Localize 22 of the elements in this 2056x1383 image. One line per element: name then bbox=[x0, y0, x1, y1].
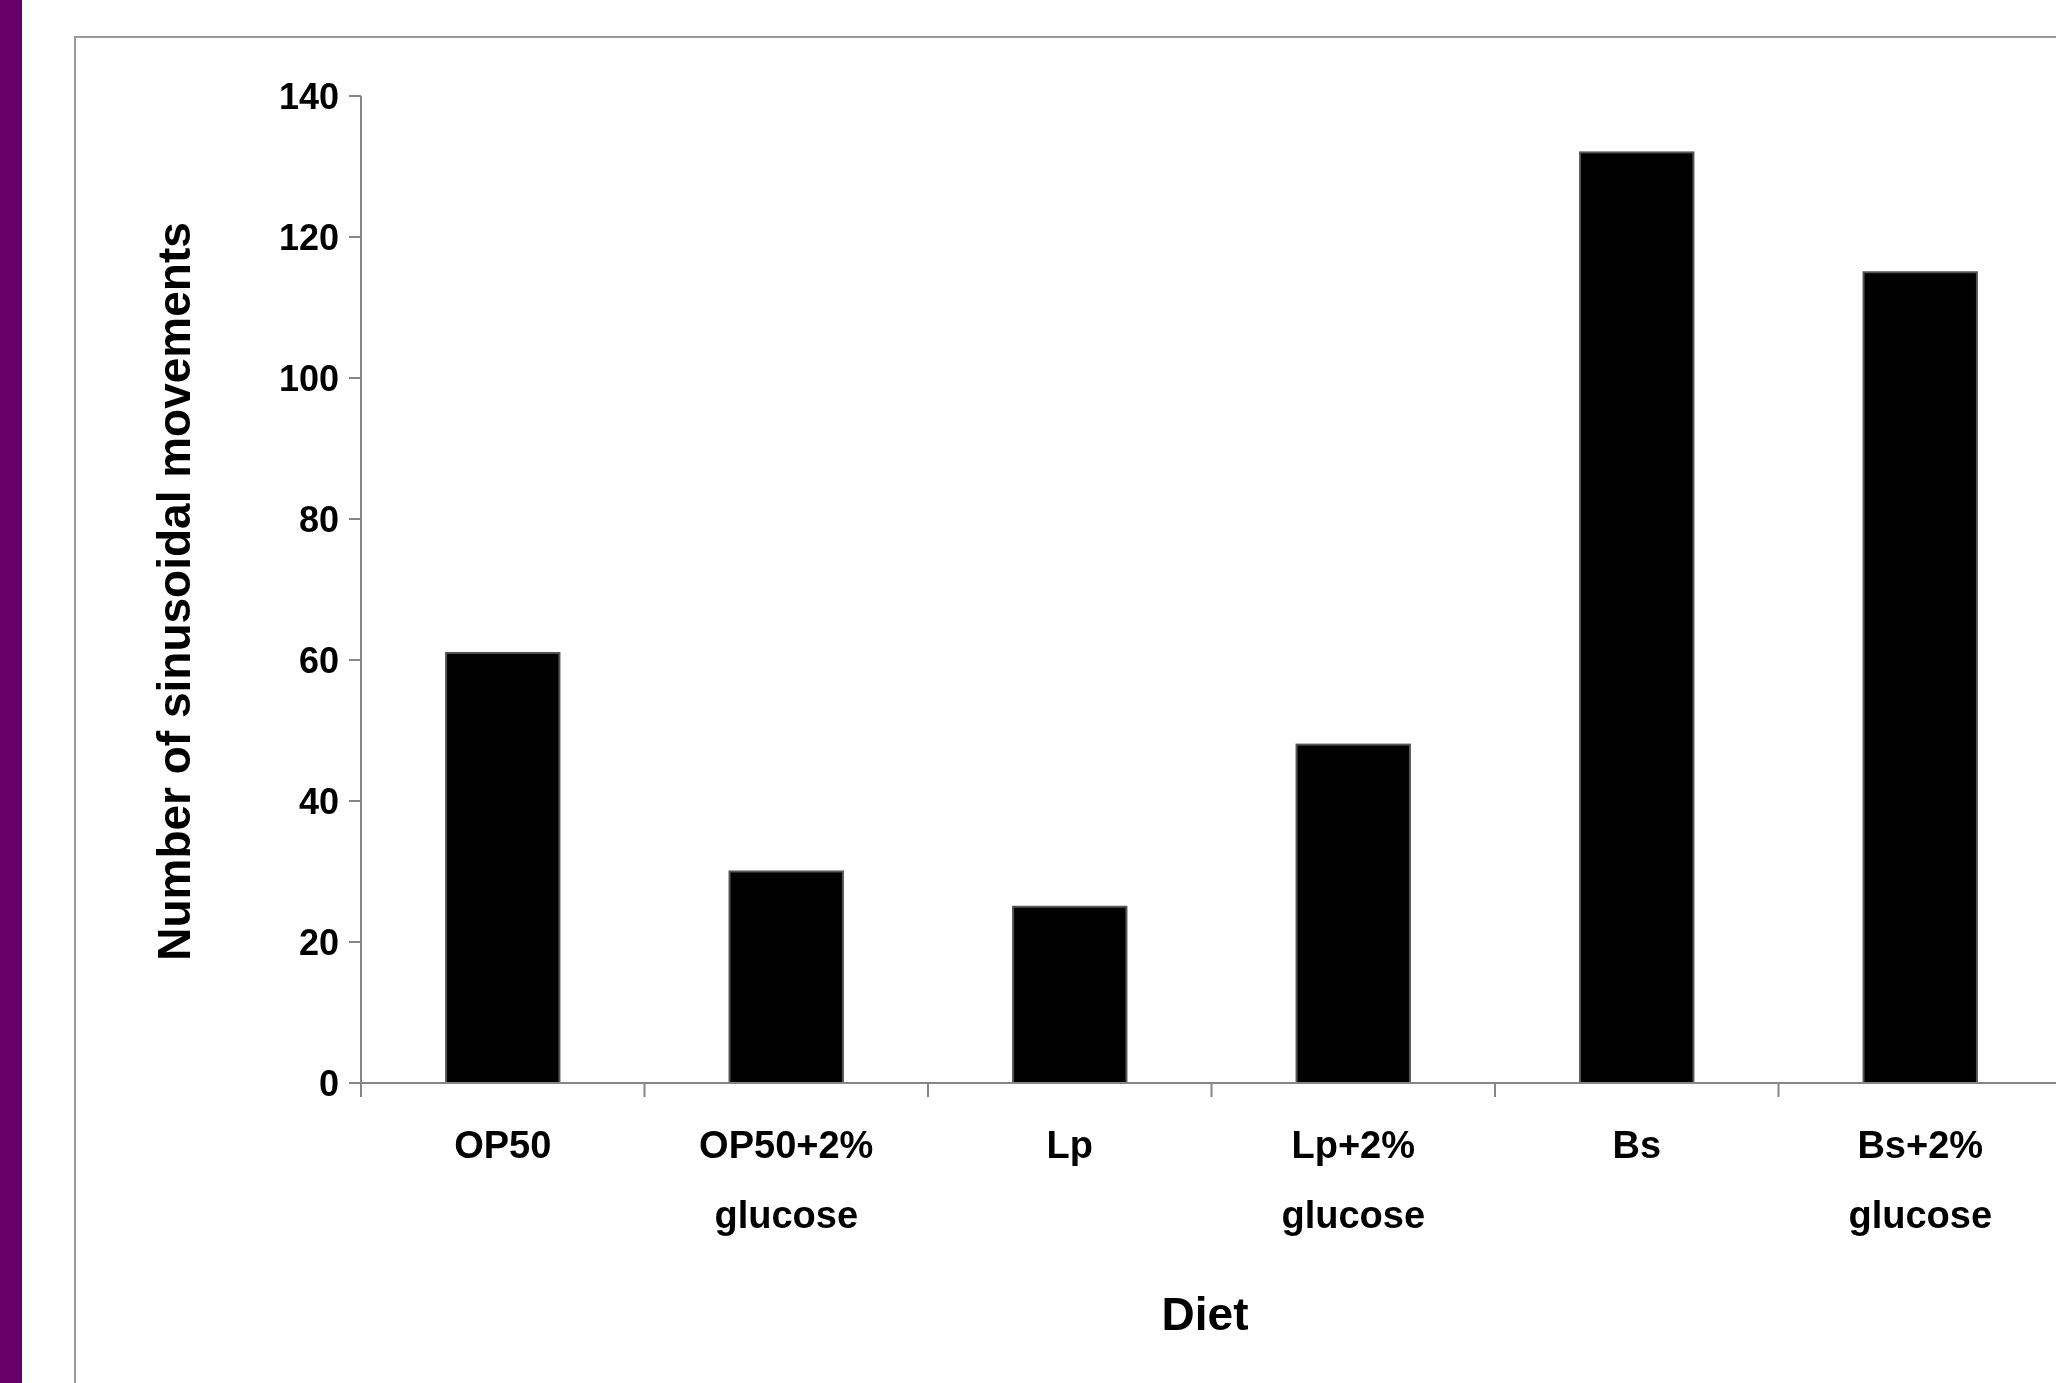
y-tick-label: 20 bbox=[298, 921, 339, 963]
y-tick-label: 120 bbox=[278, 216, 339, 258]
x-tick-label: Bs bbox=[1612, 1124, 1662, 1166]
bar bbox=[1862, 271, 1978, 1084]
y-tick-label: 140 bbox=[278, 75, 339, 117]
y-tick-label: 100 bbox=[278, 357, 339, 399]
x-tick-label: Bs+2% glucose bbox=[1848, 1124, 1993, 1236]
bar bbox=[1295, 743, 1411, 1084]
y-axis-title: Number of sinusoidal movements bbox=[148, 222, 200, 961]
bar bbox=[1012, 905, 1128, 1084]
y-tick-label: 60 bbox=[298, 639, 339, 681]
x-tick-label: Lp bbox=[1046, 1124, 1093, 1166]
x-tick-label: OP50+2% glucose bbox=[699, 1124, 874, 1236]
bar bbox=[728, 870, 844, 1084]
y-tick-label: 0 bbox=[318, 1062, 339, 1104]
bar bbox=[1579, 151, 1695, 1084]
y-tick-label: 80 bbox=[298, 498, 339, 540]
x-tick-label: OP50 bbox=[454, 1124, 552, 1166]
x-tick-label: Lp+2% glucose bbox=[1281, 1124, 1426, 1236]
y-tick-label: 40 bbox=[298, 780, 339, 822]
x-axis-title: Diet bbox=[1161, 1288, 1249, 1340]
bar bbox=[445, 651, 561, 1084]
